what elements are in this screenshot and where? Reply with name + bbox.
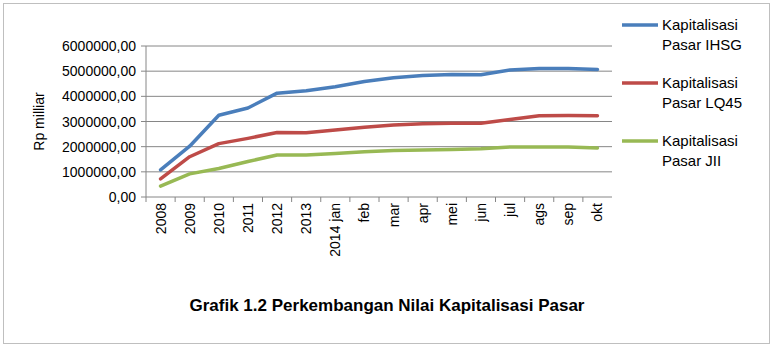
x-tick: [582, 197, 583, 202]
x-tick: [379, 197, 380, 202]
y-tick-label: 4000000,00: [62, 88, 136, 104]
x-tick: [553, 197, 554, 202]
grid-line: [146, 171, 612, 172]
x-tick: [408, 197, 409, 202]
x-tick-label: 2013: [298, 203, 314, 234]
chart-frame: [4, 4, 770, 344]
y-tick-label: 2000000,00: [62, 139, 136, 155]
x-tick: [320, 197, 321, 202]
legend-swatch: [622, 23, 658, 27]
x-tick: [349, 197, 350, 202]
x-tick-label: 2010: [211, 203, 227, 234]
legend-swatch: [622, 81, 658, 85]
legend-swatch: [622, 139, 658, 143]
x-tick: [466, 197, 467, 202]
y-tick-label: 5000000,00: [62, 63, 136, 79]
x-tick: [175, 197, 176, 202]
x-tick: [524, 197, 525, 202]
y-tick: [141, 171, 146, 172]
series-group: [161, 68, 598, 186]
grid-line: [146, 121, 612, 122]
x-tick-label: feb: [356, 203, 372, 223]
x-tick: [204, 197, 205, 202]
y-tick-label: 3000000,00: [62, 114, 136, 130]
x-tick-label: ags: [531, 203, 547, 226]
grid: [141, 46, 612, 197]
y-tick: [141, 71, 146, 72]
x-tick-label: 2011: [240, 203, 256, 233]
x-tick: [291, 197, 292, 202]
x-tick-label: mei: [444, 203, 460, 226]
x-tick: [146, 197, 147, 202]
chart: 0,00 1000000,00 2000000,00 3000000,00 400000…: [0, 0, 774, 348]
x-tick: [437, 197, 438, 202]
chart-title: Grafik 1.2 Perkembangan Nilai Kapitalisa…: [190, 296, 585, 315]
x-tick-label: okt: [589, 203, 605, 222]
y-axis-label: Rp milliar: [31, 92, 47, 151]
x-tick-label: jun: [473, 203, 489, 223]
x-tick-label: 2009: [182, 203, 198, 234]
y-tick: [141, 146, 146, 147]
legend-label: KapitalisasiPasar LQ45: [662, 74, 742, 111]
y-tick-label: 1000000,00: [62, 164, 136, 180]
y-tick: [141, 96, 146, 97]
y-tick: [141, 121, 146, 122]
legend-label: KapitalisasiPasar IHSG: [662, 16, 742, 53]
y-tick-label: 6000000,00: [62, 38, 136, 54]
x-tick-label: mar: [386, 203, 402, 227]
series-line: [161, 68, 598, 170]
x-tick-label: 2008: [153, 203, 169, 234]
x-tick-label: 2012: [269, 203, 285, 234]
x-tick-label: 2014 jan: [327, 203, 343, 257]
grid-line: [146, 96, 612, 97]
x-tick-label: apr: [415, 203, 431, 224]
x-tick-label: sep: [560, 203, 576, 226]
x-tick: [233, 197, 234, 202]
y-tick-label: 0,00: [109, 189, 136, 205]
x-tick: [262, 197, 263, 202]
y-tick: [141, 197, 146, 198]
x-tick-label: jul: [502, 203, 518, 218]
y-tick: [141, 46, 146, 47]
y-axis: [146, 46, 147, 197]
x-tick: [495, 197, 496, 202]
grid-line: [146, 71, 612, 72]
legend-label: KapitalisasiPasar JII: [662, 132, 738, 169]
grid-line: [146, 46, 612, 47]
series-line: [161, 147, 598, 186]
